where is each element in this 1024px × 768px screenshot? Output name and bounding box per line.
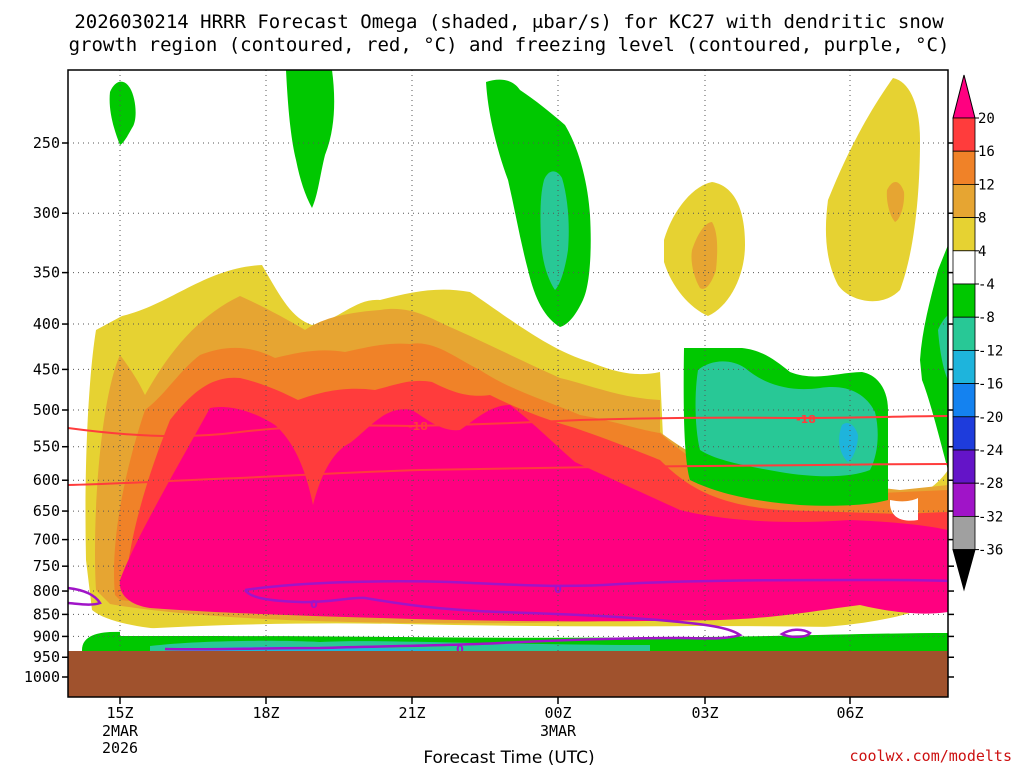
x-tick-label-03Z: 03Z	[691, 704, 718, 722]
colorbar-label-11: -28	[978, 476, 1003, 492]
y-tick-label-850: 850	[33, 605, 60, 623]
y-tick-label-750: 750	[33, 557, 60, 575]
omega-region-teal-right-edge	[938, 315, 948, 380]
colorbar: 20 16 12 8 4 -4 -8 -12 -16 -20 -24 -28 -32 -36	[952, 74, 1003, 592]
colorbar-bottom-arrow	[952, 549, 976, 592]
colorbar-swatch-6	[952, 316, 976, 351]
dendritic-label-2: -18	[796, 413, 816, 426]
omega-region-teal-upper-center	[540, 171, 569, 290]
omega-region-lightorange-mid	[691, 222, 718, 289]
y-tick-label-300: 300	[33, 204, 60, 222]
y-tick-label-900: 900	[33, 627, 60, 645]
colorbar-label-5: -4	[978, 277, 995, 293]
colorbar-swatch-5	[952, 283, 976, 318]
colorbar-label-2: 12	[978, 177, 995, 193]
colorbar-swatch-7	[952, 349, 976, 384]
freezing-label-3: 0	[456, 643, 464, 656]
colorbar-label-10: -24	[978, 443, 1003, 459]
freezing-contour-lower	[164, 589, 743, 651]
colorbar-label-3: 8	[978, 211, 986, 227]
dendritic-contour-upper	[67, 415, 949, 438]
x-tick-label-21Z: 21Z	[398, 704, 425, 722]
y-tick-label-1000: 1000	[24, 668, 60, 686]
y-tick-label-500: 500	[33, 401, 60, 419]
site-credit: coolwx.com/modelts	[849, 747, 1012, 765]
freezing-contour-loop	[779, 628, 812, 639]
plot-frame	[67, 69, 949, 698]
y-tick-label-400: 400	[33, 315, 60, 333]
omega-region-green-top-mid	[286, 70, 335, 208]
colorbar-swatch-0	[952, 117, 976, 152]
colorbar-swatch-8	[952, 383, 976, 418]
colorbar-label-1: 16	[978, 144, 995, 160]
freezing-label-2: 0	[554, 583, 562, 596]
omega-region-green-right-edge	[920, 245, 948, 470]
freezing-contour-upper	[244, 578, 949, 592]
colorbar-swatch-1	[952, 150, 976, 185]
colorbar-label-12: -32	[978, 509, 1003, 525]
freezing-label-1: 0	[310, 598, 318, 611]
omega-region-white-right-gap	[890, 498, 918, 521]
plot-area: -18 -18 0 0 0	[67, 70, 949, 697]
x-tick-sublabel-00Z-1: 3MAR	[540, 722, 577, 740]
omega-region-pink	[119, 405, 949, 622]
omega-region-green-top-left	[109, 81, 136, 145]
dendritic-contour-lower	[67, 463, 949, 486]
chart-title: 2026030214 HRRR Forecast Omega (shaded, …	[69, 11, 950, 56]
colorbar-label-4: 4	[978, 244, 986, 260]
y-tick-label-700: 700	[33, 531, 60, 549]
omega-region-white-low-gap	[120, 623, 948, 638]
colorbar-swatch-9	[952, 416, 976, 451]
omega-region-yellow-upper-right	[825, 78, 920, 302]
colorbar-swatch-3	[952, 217, 976, 252]
terrain-below-ground	[68, 651, 948, 697]
axes: 250 300 350 400 450 500 550 600 650 700 750 800 850 9…	[24, 69, 954, 757]
y-tick-label-550: 550	[33, 438, 60, 456]
x-tick-sublabel-15Z-2: 2026	[102, 739, 138, 757]
omega-region-cyan-right-block	[839, 423, 858, 462]
x-tick-sublabel-15Z-1: 2MAR	[102, 722, 139, 740]
freezing-contour-edge	[67, 586, 102, 606]
y-tick-label-600: 600	[33, 471, 60, 489]
x-tick-label-00Z: 00Z	[544, 704, 571, 722]
y-tick-label-350: 350	[33, 264, 60, 282]
colorbar-swatch-2	[952, 183, 976, 218]
colorbar-top-arrow	[952, 74, 976, 119]
title-line-2: growth region (contoured, red, °C) and f…	[69, 34, 950, 56]
x-tick-label-06Z: 06Z	[836, 704, 863, 722]
dendritic-label-1: -18	[408, 420, 428, 433]
colorbar-swatch-4	[952, 250, 976, 285]
colorbar-swatch-12	[952, 516, 976, 551]
y-tick-label-800: 800	[33, 582, 60, 600]
omega-region-lightorange-right	[886, 181, 905, 222]
x-tick-label-18Z: 18Z	[252, 704, 279, 722]
colorbar-swatch-10	[952, 449, 976, 484]
colorbar-label-13: -36	[978, 543, 1003, 559]
colorbar-label-7: -12	[978, 343, 1003, 359]
y-tick-label-650: 650	[33, 502, 60, 520]
colorbar-label-6: -8	[978, 310, 995, 326]
y-tick-label-450: 450	[33, 360, 60, 378]
title-line-1: 2026030214 HRRR Forecast Omega (shaded, …	[74, 11, 944, 33]
x-axis-label: Forecast Time (UTC)	[423, 748, 594, 768]
y-tick-label-950: 950	[33, 648, 60, 666]
colorbar-swatch-11	[952, 482, 976, 517]
colorbar-label-0: 20	[978, 111, 995, 127]
colorbar-label-8: -16	[978, 377, 1003, 393]
x-tick-label-15Z: 15Z	[106, 704, 133, 722]
colorbar-label-9: -20	[978, 410, 1003, 426]
y-tick-label-250: 250	[33, 134, 60, 152]
